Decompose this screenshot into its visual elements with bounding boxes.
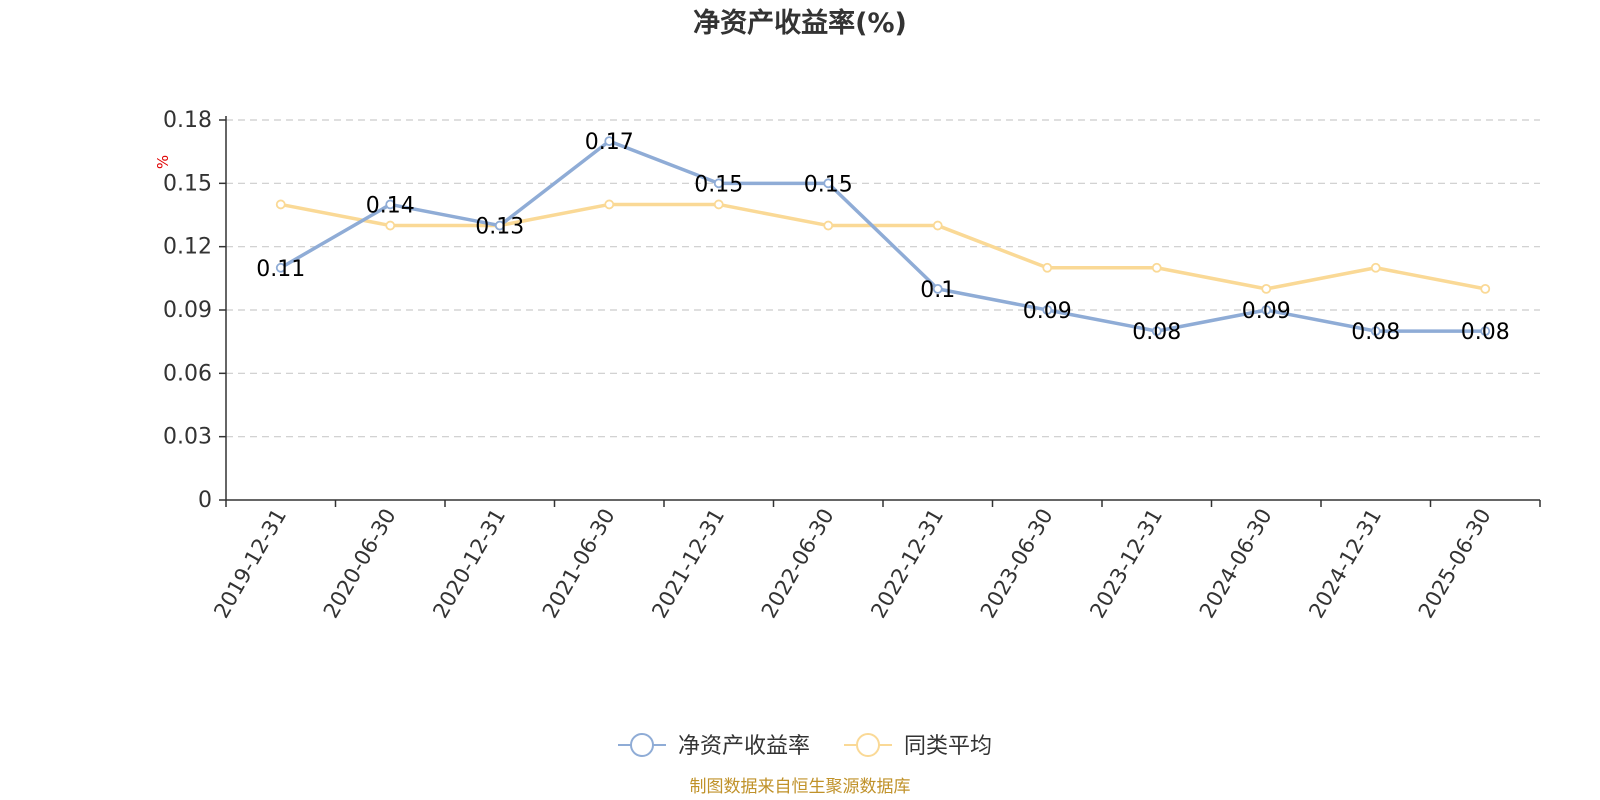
data-label: 0.17 bbox=[585, 130, 634, 155]
data-point bbox=[1370, 262, 1381, 273]
y-tick-label: 0.06 bbox=[163, 361, 212, 386]
legend-label: 同类平均 bbox=[904, 734, 992, 759]
series-layer bbox=[275, 136, 1491, 337]
data-label: 0.11 bbox=[256, 257, 305, 282]
x-tick-label: 2023-12-31 bbox=[1085, 505, 1167, 623]
legend-marker bbox=[856, 733, 880, 757]
x-tick-label: 2024-06-30 bbox=[1195, 505, 1277, 623]
data-point bbox=[385, 199, 396, 210]
y-axis-unit-label: % bbox=[154, 155, 172, 169]
axes bbox=[225, 116, 1540, 501]
y-tick-label: 0.03 bbox=[163, 425, 212, 450]
x-tick-label: 2020-06-30 bbox=[319, 505, 401, 623]
legend: 净资产收益率 同类平均 bbox=[618, 733, 992, 759]
x-tick-label: 2021-12-31 bbox=[647, 505, 729, 623]
y-tick-label: 0.18 bbox=[163, 108, 212, 133]
data-point bbox=[1151, 262, 1162, 273]
y-tick-label: 0 bbox=[198, 488, 212, 513]
data-point bbox=[1042, 305, 1053, 315]
data-label: 0.13 bbox=[475, 215, 524, 240]
data-point bbox=[385, 220, 396, 231]
data-label: 0.09 bbox=[1242, 299, 1291, 324]
data-label: 0.1 bbox=[920, 278, 955, 303]
x-tick-label: 2019-12-31 bbox=[209, 505, 291, 623]
x-tick-label: 2022-12-31 bbox=[866, 505, 948, 623]
data-label: 0.08 bbox=[1132, 320, 1181, 345]
data-point bbox=[1042, 262, 1053, 273]
legend-marker bbox=[630, 733, 654, 757]
data-point bbox=[823, 178, 834, 189]
data-point bbox=[1480, 283, 1491, 294]
data-label: 0.08 bbox=[1461, 320, 1510, 345]
data-point bbox=[275, 199, 286, 210]
data-label: 0.14 bbox=[366, 193, 415, 218]
data-point bbox=[1480, 326, 1491, 337]
data-source-note: 制图数据来自恒生聚源数据库 bbox=[690, 777, 911, 797]
data-labels: 0.11 0.14 0.13 0.17 0.15 0.15 0.1 0.09 0.08 0.09 0… bbox=[256, 130, 1509, 345]
x-tick-label: 2023-06-30 bbox=[976, 505, 1058, 623]
y-tick-label: 0.12 bbox=[163, 235, 212, 260]
data-label: 0.15 bbox=[694, 172, 743, 197]
y-tick-label: 0.15 bbox=[163, 171, 212, 196]
data-point bbox=[713, 178, 724, 189]
data-label: 0.15 bbox=[804, 172, 853, 197]
data-label: 0.09 bbox=[1023, 299, 1072, 324]
x-tick-label: 2025-06-30 bbox=[1414, 505, 1496, 623]
data-point bbox=[1151, 326, 1162, 337]
data-point bbox=[604, 136, 615, 147]
x-tick-label: 2020-12-31 bbox=[428, 505, 510, 623]
data-point bbox=[823, 220, 834, 231]
data-point bbox=[1261, 305, 1272, 315]
data-point bbox=[1261, 283, 1272, 294]
data-label: 0.08 bbox=[1351, 320, 1400, 345]
y-tick-label: 0.09 bbox=[163, 298, 212, 323]
legend-label: 净资产收益率 bbox=[678, 734, 810, 759]
data-point bbox=[275, 262, 286, 273]
y-axis-ticks: 0 0.03 0.06 0.09 0.12 0.15 0.18 bbox=[163, 108, 226, 513]
grid-lines bbox=[226, 119, 1540, 438]
data-point bbox=[604, 199, 615, 210]
data-point bbox=[1370, 326, 1381, 337]
x-tick-label: 2024-12-31 bbox=[1304, 505, 1386, 623]
x-tick-label: 2021-06-30 bbox=[538, 505, 620, 623]
series-line bbox=[279, 139, 1486, 333]
data-point bbox=[713, 199, 724, 210]
chart-title: 净资产收益率(%) bbox=[693, 7, 907, 39]
data-point bbox=[932, 283, 943, 294]
data-point bbox=[494, 220, 505, 231]
x-axis-ticks: 2019-12-31 2020-06-30 2020-12-31 2021-06-30… bbox=[209, 500, 1541, 623]
data-point bbox=[932, 220, 943, 231]
series-line bbox=[280, 202, 1486, 291]
x-tick-label: 2022-06-30 bbox=[757, 505, 839, 623]
